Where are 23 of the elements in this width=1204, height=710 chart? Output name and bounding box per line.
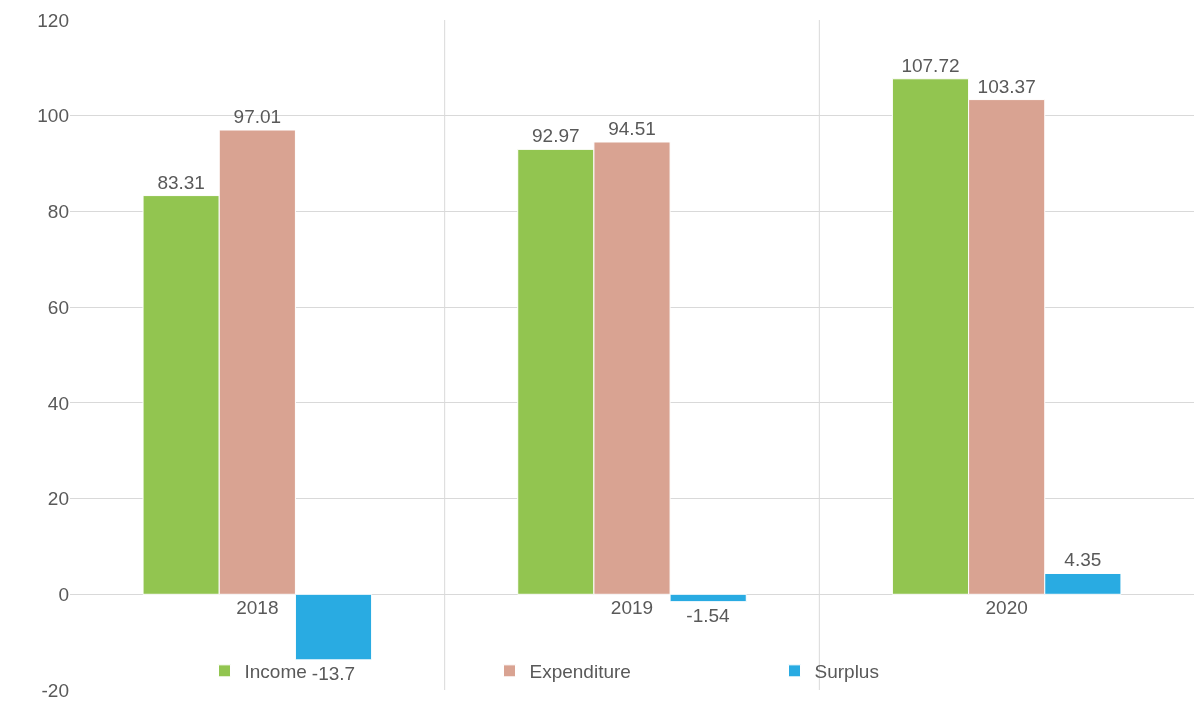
data-label: 103.37 bbox=[977, 75, 1036, 97]
y-tick-label: 100 bbox=[37, 105, 69, 127]
y-tick-label: -20 bbox=[41, 679, 69, 701]
y-tick-label: 40 bbox=[47, 392, 69, 414]
data-label: 94.51 bbox=[608, 117, 656, 139]
x-tick-label: 2020 bbox=[985, 597, 1028, 619]
x-tick-label: 2019 bbox=[610, 597, 654, 619]
legend-label: Surplus bbox=[814, 661, 879, 683]
data-label: 97.01 bbox=[233, 106, 282, 128]
y-tick-label: 0 bbox=[58, 583, 69, 605]
data-label: 107.72 bbox=[901, 54, 960, 76]
y-tick-label: 20 bbox=[47, 488, 69, 510]
y-tick-label: 120 bbox=[37, 9, 69, 31]
data-label: -1.54 bbox=[686, 604, 731, 626]
data-label: 4.35 bbox=[1064, 549, 1102, 571]
data-label: -13.7 bbox=[311, 662, 356, 684]
legend-label: Income bbox=[244, 661, 307, 683]
data-label: 83.31 bbox=[157, 171, 205, 193]
x-tick-label: 2018 bbox=[236, 597, 279, 619]
data-label: 92.97 bbox=[532, 125, 580, 147]
y-tick-label: 80 bbox=[47, 201, 69, 223]
legend-label: Expenditure bbox=[529, 661, 631, 683]
y-tick-label: 60 bbox=[47, 296, 69, 318]
